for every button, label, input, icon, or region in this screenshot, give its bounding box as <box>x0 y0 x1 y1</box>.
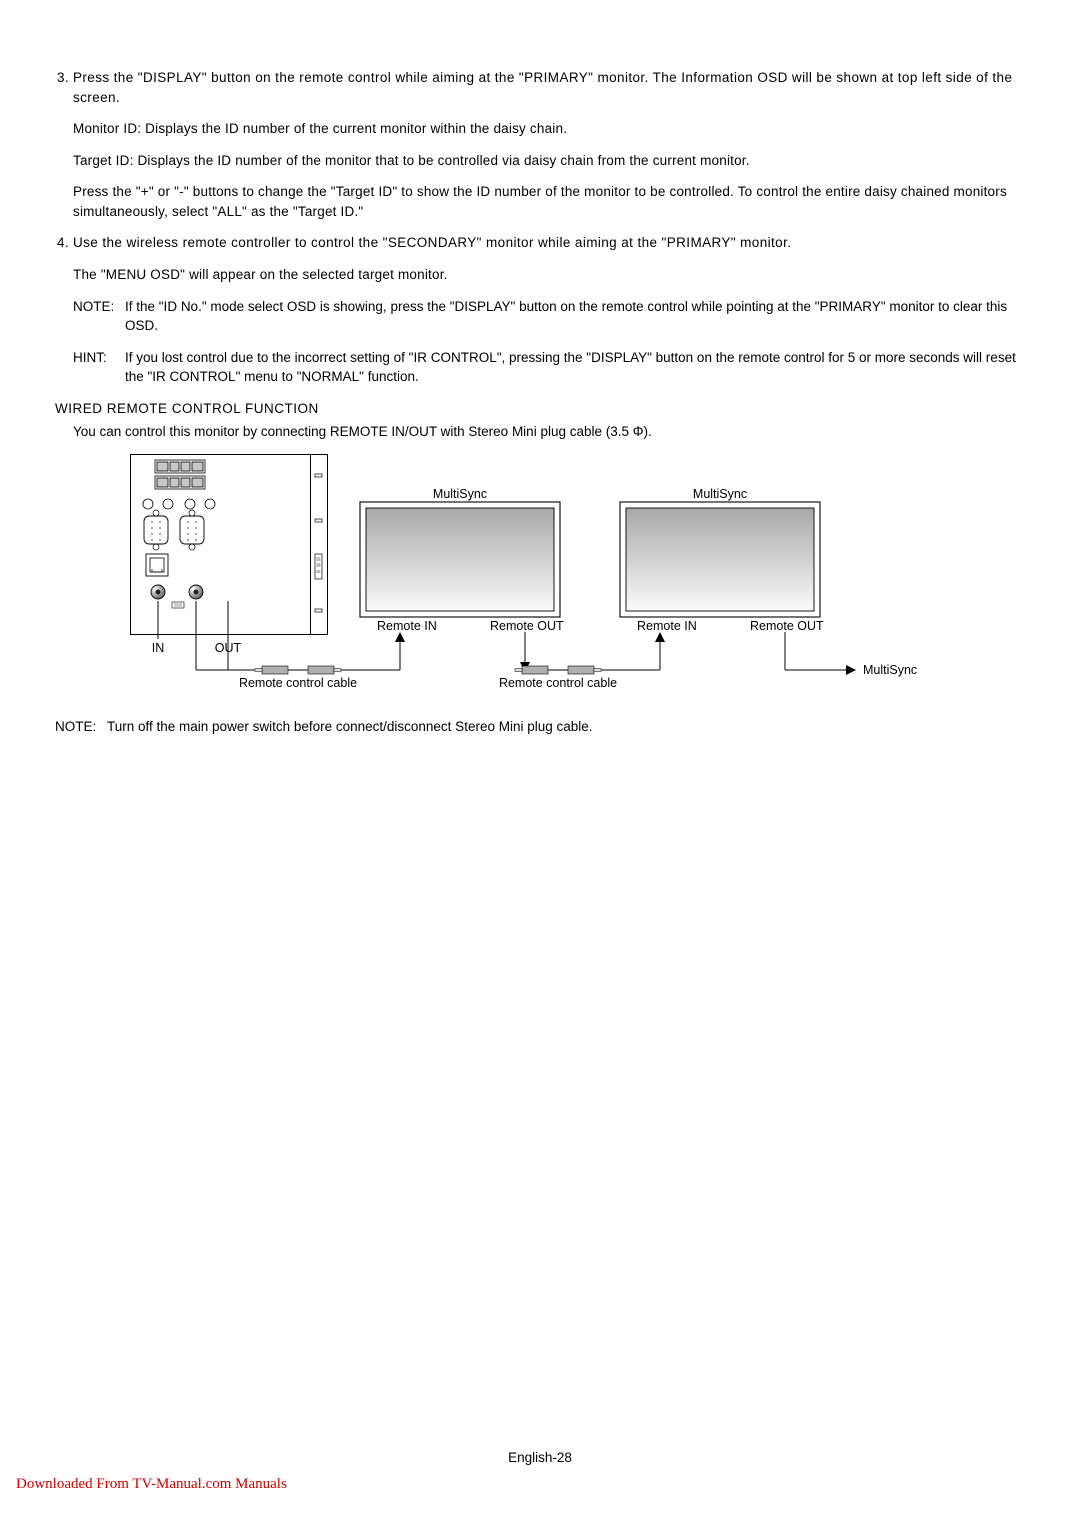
wiring-diagram: MultiSync Remote IN Remote OUT MultiSync… <box>130 454 1025 699</box>
step-4-menu-osd: The "MENU OSD" will appear on the select… <box>73 265 1025 285</box>
step-3: 3. Press the "DISPLAY" button on the rem… <box>55 68 1025 107</box>
hint-label: HINT: <box>73 348 125 387</box>
step-3-text: Press the "DISPLAY" button on the remote… <box>73 68 1025 107</box>
step-4-note: NOTE: If the "ID No." mode select OSD is… <box>73 297 1025 336</box>
in-label: IN <box>152 641 165 655</box>
remote-in-label-1: Remote IN <box>377 619 437 633</box>
remote-cable-label-2: Remote control cable <box>499 676 617 690</box>
bottom-note-text: Turn off the main power switch before co… <box>107 717 593 737</box>
bottom-note: NOTE: Turn off the main power switch bef… <box>55 717 1025 737</box>
remote-out-label-2: Remote OUT <box>750 619 824 633</box>
step-4-text: Use the wireless remote controller to co… <box>73 233 1025 253</box>
remote-in-label-2: Remote IN <box>637 619 697 633</box>
wired-remote-heading: WIRED REMOTE CONTROL FUNCTION <box>55 399 1025 419</box>
cable-2 <box>515 632 665 674</box>
remote-out-label-1: Remote OUT <box>490 619 564 633</box>
step-3-press-buttons: Press the "+" or "-" buttons to change t… <box>73 182 1025 221</box>
wired-remote-sub: You can control this monitor by connecti… <box>73 422 1025 442</box>
remote-cable-label-1: Remote control cable <box>239 676 357 690</box>
step-3-target-id: Target ID: Displays the ID number of the… <box>73 151 1025 171</box>
step-4-hint: HINT: If you lost control due to the inc… <box>73 348 1025 387</box>
multisync-label-1: MultiSync <box>433 487 487 501</box>
to-multisync-label: MultiSync <box>863 663 917 677</box>
note-text: If the "ID No." mode select OSD is showi… <box>125 297 1025 336</box>
step-4: 4. Use the wireless remote controller to… <box>55 233 1025 253</box>
page-number: English-28 <box>0 1448 1080 1468</box>
hint-text: If you lost control due to the incorrect… <box>125 348 1025 387</box>
step-3-number: 3. <box>55 68 69 107</box>
note-label: NOTE: <box>73 297 125 336</box>
bottom-note-label: NOTE: <box>55 717 107 737</box>
multisync-label-2: MultiSync <box>693 487 747 501</box>
step-4-number: 4. <box>55 233 69 253</box>
step-3-monitor-id: Monitor ID: Displays the ID number of th… <box>73 119 1025 139</box>
wiring-diagram-svg: MultiSync Remote IN Remote OUT MultiSync… <box>130 454 930 699</box>
download-source-link[interactable]: Downloaded From TV-Manual.com Manuals <box>16 1474 287 1496</box>
